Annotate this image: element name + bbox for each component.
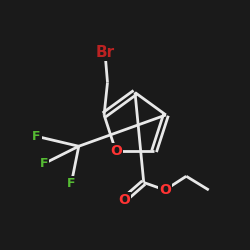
Text: Br: Br (96, 45, 114, 60)
Text: F: F (40, 157, 48, 170)
Text: O: O (118, 193, 130, 207)
Text: F: F (32, 130, 40, 143)
Text: O: O (110, 144, 122, 158)
Text: F: F (67, 177, 76, 190)
Text: O: O (159, 183, 171, 197)
